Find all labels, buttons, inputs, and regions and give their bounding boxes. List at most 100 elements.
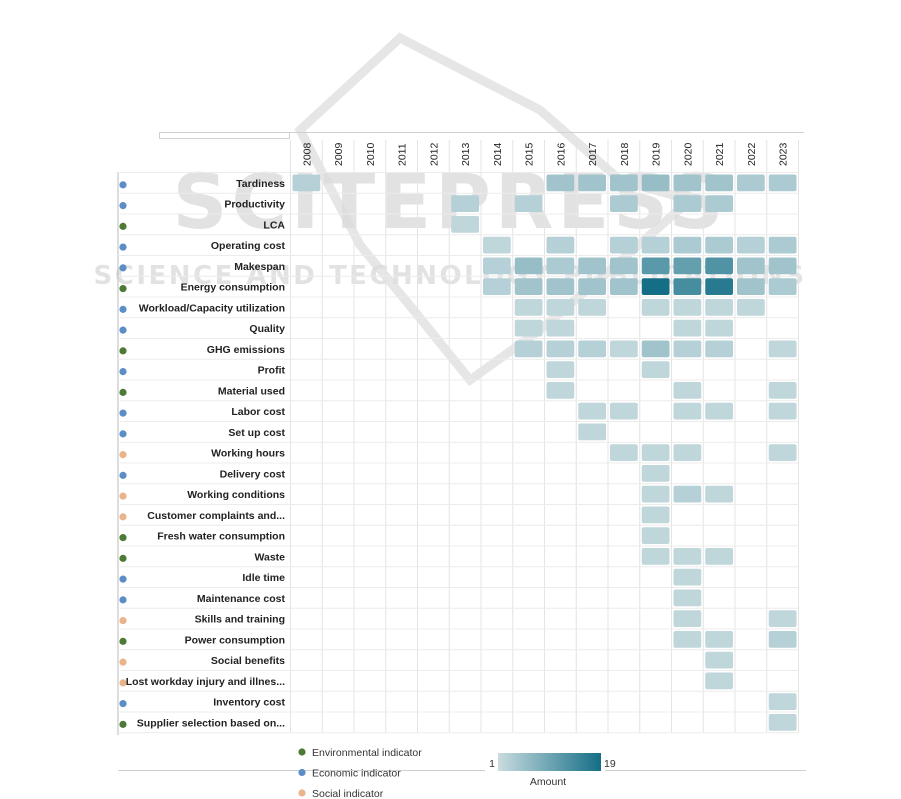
heat-cell bbox=[705, 340, 733, 358]
heat-cell bbox=[546, 174, 575, 192]
heat-cell bbox=[546, 319, 575, 337]
heat-cell bbox=[546, 236, 575, 254]
row-label: Quality bbox=[249, 323, 285, 335]
heat-cell bbox=[768, 631, 797, 648]
heat-cell bbox=[546, 361, 575, 378]
legend-label-economic: Economic indicator bbox=[312, 768, 401, 780]
category-dot bbox=[119, 430, 127, 438]
year-axis: 2008 2009 2010 2011 2012 2013 2014 2015 2016 2017… bbox=[301, 142, 789, 166]
row-label: GHG emissions bbox=[207, 344, 285, 356]
heat-cell bbox=[673, 485, 702, 503]
heat-cell bbox=[610, 236, 638, 254]
heat-cell bbox=[610, 278, 638, 295]
category-dot bbox=[119, 617, 127, 625]
heat-cell bbox=[768, 174, 797, 192]
heat-cell bbox=[705, 631, 733, 648]
heat-cell bbox=[673, 402, 702, 420]
category-dot bbox=[119, 534, 127, 542]
heat-cell bbox=[705, 299, 733, 316]
heat-cell bbox=[673, 257, 702, 275]
category-dot bbox=[119, 285, 127, 293]
category-dot bbox=[119, 202, 127, 210]
color-scale-bar bbox=[498, 753, 601, 771]
heat-cell bbox=[705, 236, 733, 254]
heat-cell bbox=[610, 444, 638, 461]
year-tick-label: 2012 bbox=[428, 142, 440, 166]
heat-cell bbox=[641, 506, 670, 524]
year-tick-label: 2010 bbox=[365, 142, 377, 166]
category-dot bbox=[119, 451, 127, 459]
row-label: Working conditions bbox=[187, 489, 285, 501]
heat-cell bbox=[673, 340, 702, 358]
row-label: Waste bbox=[254, 551, 285, 563]
category-dot bbox=[119, 181, 127, 189]
heat-cell bbox=[641, 299, 670, 316]
category-dot bbox=[119, 388, 127, 396]
category-dot bbox=[119, 575, 127, 583]
legend-label-environmental: Environmental indicator bbox=[312, 747, 422, 759]
grid bbox=[118, 140, 799, 734]
heat-cell bbox=[578, 278, 606, 295]
top-scrollbar bbox=[159, 132, 290, 139]
legend-dot-economic bbox=[298, 768, 306, 777]
heat-cell bbox=[641, 257, 670, 275]
heat-cell bbox=[705, 278, 733, 295]
row-label: Power consumption bbox=[185, 634, 285, 646]
row-label: Profit bbox=[258, 365, 286, 377]
heat-cell bbox=[514, 278, 543, 295]
heat-cell bbox=[705, 257, 733, 275]
heat-cell bbox=[610, 340, 638, 358]
legend-label-social: Social indicator bbox=[312, 788, 384, 799]
scale-title: Amount bbox=[530, 776, 566, 788]
category-dot bbox=[119, 326, 127, 334]
heat-cell bbox=[578, 299, 606, 316]
category-dot bbox=[119, 368, 127, 376]
heat-cell bbox=[673, 631, 702, 648]
row-label: Skills and training bbox=[195, 614, 285, 626]
year-tick-label: 2022 bbox=[746, 142, 758, 166]
heat-cell bbox=[768, 340, 797, 358]
heat-cell bbox=[514, 195, 543, 212]
category-dot bbox=[119, 243, 127, 251]
year-tick-label: 2018 bbox=[619, 142, 631, 166]
scale-max-label: 19 bbox=[604, 758, 616, 770]
heat-cell bbox=[451, 216, 479, 233]
row-label: Material used bbox=[218, 385, 285, 397]
heat-cell bbox=[737, 257, 765, 275]
heat-cell bbox=[483, 236, 511, 254]
heat-cell bbox=[483, 257, 511, 275]
row-label: Tardiness bbox=[236, 178, 285, 190]
heat-cell bbox=[768, 444, 797, 461]
row-label: Customer complaints and... bbox=[147, 510, 285, 522]
heat-cell bbox=[514, 319, 543, 337]
legend-dot-social bbox=[298, 789, 306, 797]
heat-cell bbox=[768, 693, 797, 710]
category-dot bbox=[119, 222, 127, 230]
year-tick-label: 2009 bbox=[333, 142, 345, 166]
heat-cell bbox=[641, 485, 670, 503]
heat-cell bbox=[451, 195, 479, 212]
heat-cell bbox=[673, 195, 702, 212]
category-dot bbox=[119, 637, 127, 645]
heat-cell bbox=[610, 174, 638, 192]
row-labels: Tardiness Productivity LCA Operating cost Ma… bbox=[119, 178, 286, 729]
heat-cell bbox=[705, 174, 733, 192]
heat-cell bbox=[641, 465, 670, 482]
legend-dot-environmental bbox=[298, 748, 306, 756]
heat-cell bbox=[768, 714, 797, 731]
heat-cell bbox=[292, 174, 321, 192]
year-tick-label: 2021 bbox=[714, 142, 726, 166]
heat-cell bbox=[673, 278, 702, 295]
heat-cell bbox=[546, 278, 575, 295]
row-label: Idle time bbox=[242, 572, 285, 584]
heat-cell bbox=[768, 236, 797, 254]
year-tick-label: 2023 bbox=[778, 142, 790, 166]
heat-cell bbox=[641, 548, 670, 565]
year-tick-label: 2017 bbox=[587, 142, 599, 166]
row-label: Working hours bbox=[211, 448, 285, 460]
row-label: Maintenance cost bbox=[197, 593, 286, 605]
category-dot bbox=[119, 471, 127, 479]
heat-cell bbox=[673, 610, 702, 627]
category-dot bbox=[119, 596, 127, 604]
heat-cell bbox=[737, 174, 765, 192]
